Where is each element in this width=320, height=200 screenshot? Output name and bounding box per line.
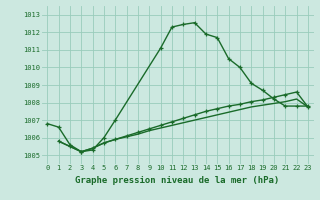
X-axis label: Graphe pression niveau de la mer (hPa): Graphe pression niveau de la mer (hPa) xyxy=(76,176,280,185)
